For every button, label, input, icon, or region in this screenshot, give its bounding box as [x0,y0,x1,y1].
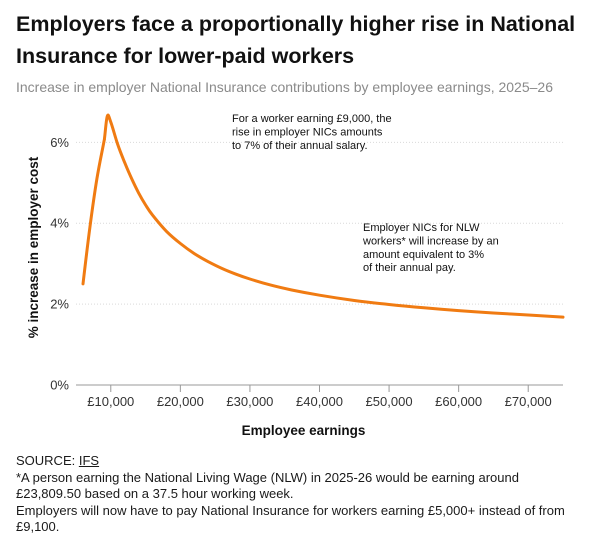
y-axis-ticks: 0% 2% 4% 6% [50,135,69,393]
series-line [81,113,565,319]
annotation-line: to 7% of their annual salary. [232,140,368,152]
x-axis-label: Employee earnings [242,423,366,438]
footer: SOURCE: IFS *A person earning the Nation… [16,453,586,536]
x-axis-ticks: £10,000 £20,000 £30,000 £40,000 £50,000 £60,0… [87,385,552,409]
x-tick-label: £50,000 [366,394,413,409]
gridlines [76,141,563,386]
source-line: SOURCE: IFS [16,453,586,470]
annotation-line: For a worker earning £9,000, the [232,113,392,125]
y-axis-label: % increase in employer cost [26,156,41,338]
y-tick-label: 2% [50,297,69,312]
x-tick-label: £40,000 [296,394,343,409]
x-tick-label: £20,000 [157,394,204,409]
annotation-line: rise in employer NICs amounts [232,126,383,138]
annotation-line: amount equivalent to 3% [363,249,484,261]
annotation-nlw: Employer NICs for NLW workers* will incre… [362,222,499,274]
chart-title: Employers face a proportionally higher r… [16,12,576,68]
footnote-nlw: *A person earning the National Living Wa… [16,469,519,502]
chart-subtitle: Increase in employer National Insurance … [16,79,553,95]
line-chart: 0% 2% 4% 6% £10,000 £20,000 £30,000 £40,000 £50… [26,113,565,438]
series [81,113,565,319]
annotation-line: Employer NICs for NLW [363,222,480,234]
annotation-line: workers* will increase by an [362,235,499,247]
x-tick-label: £30,000 [226,394,273,409]
source-prefix: SOURCE: [16,453,79,468]
y-tick-label: 6% [50,135,69,150]
footnote-threshold: Employers will now have to pay National … [16,502,565,535]
y-tick-label: 0% [50,378,69,393]
annotation-line: of their annual pay. [363,262,456,274]
x-tick-label: £60,000 [435,394,482,409]
annotation-9000: For a worker earning £9,000, the rise in … [232,113,392,152]
source-link[interactable]: IFS [78,453,100,468]
y-tick-label: 4% [50,216,69,231]
x-tick-label: £10,000 [87,394,134,409]
x-tick-label: £70,000 [505,394,552,409]
